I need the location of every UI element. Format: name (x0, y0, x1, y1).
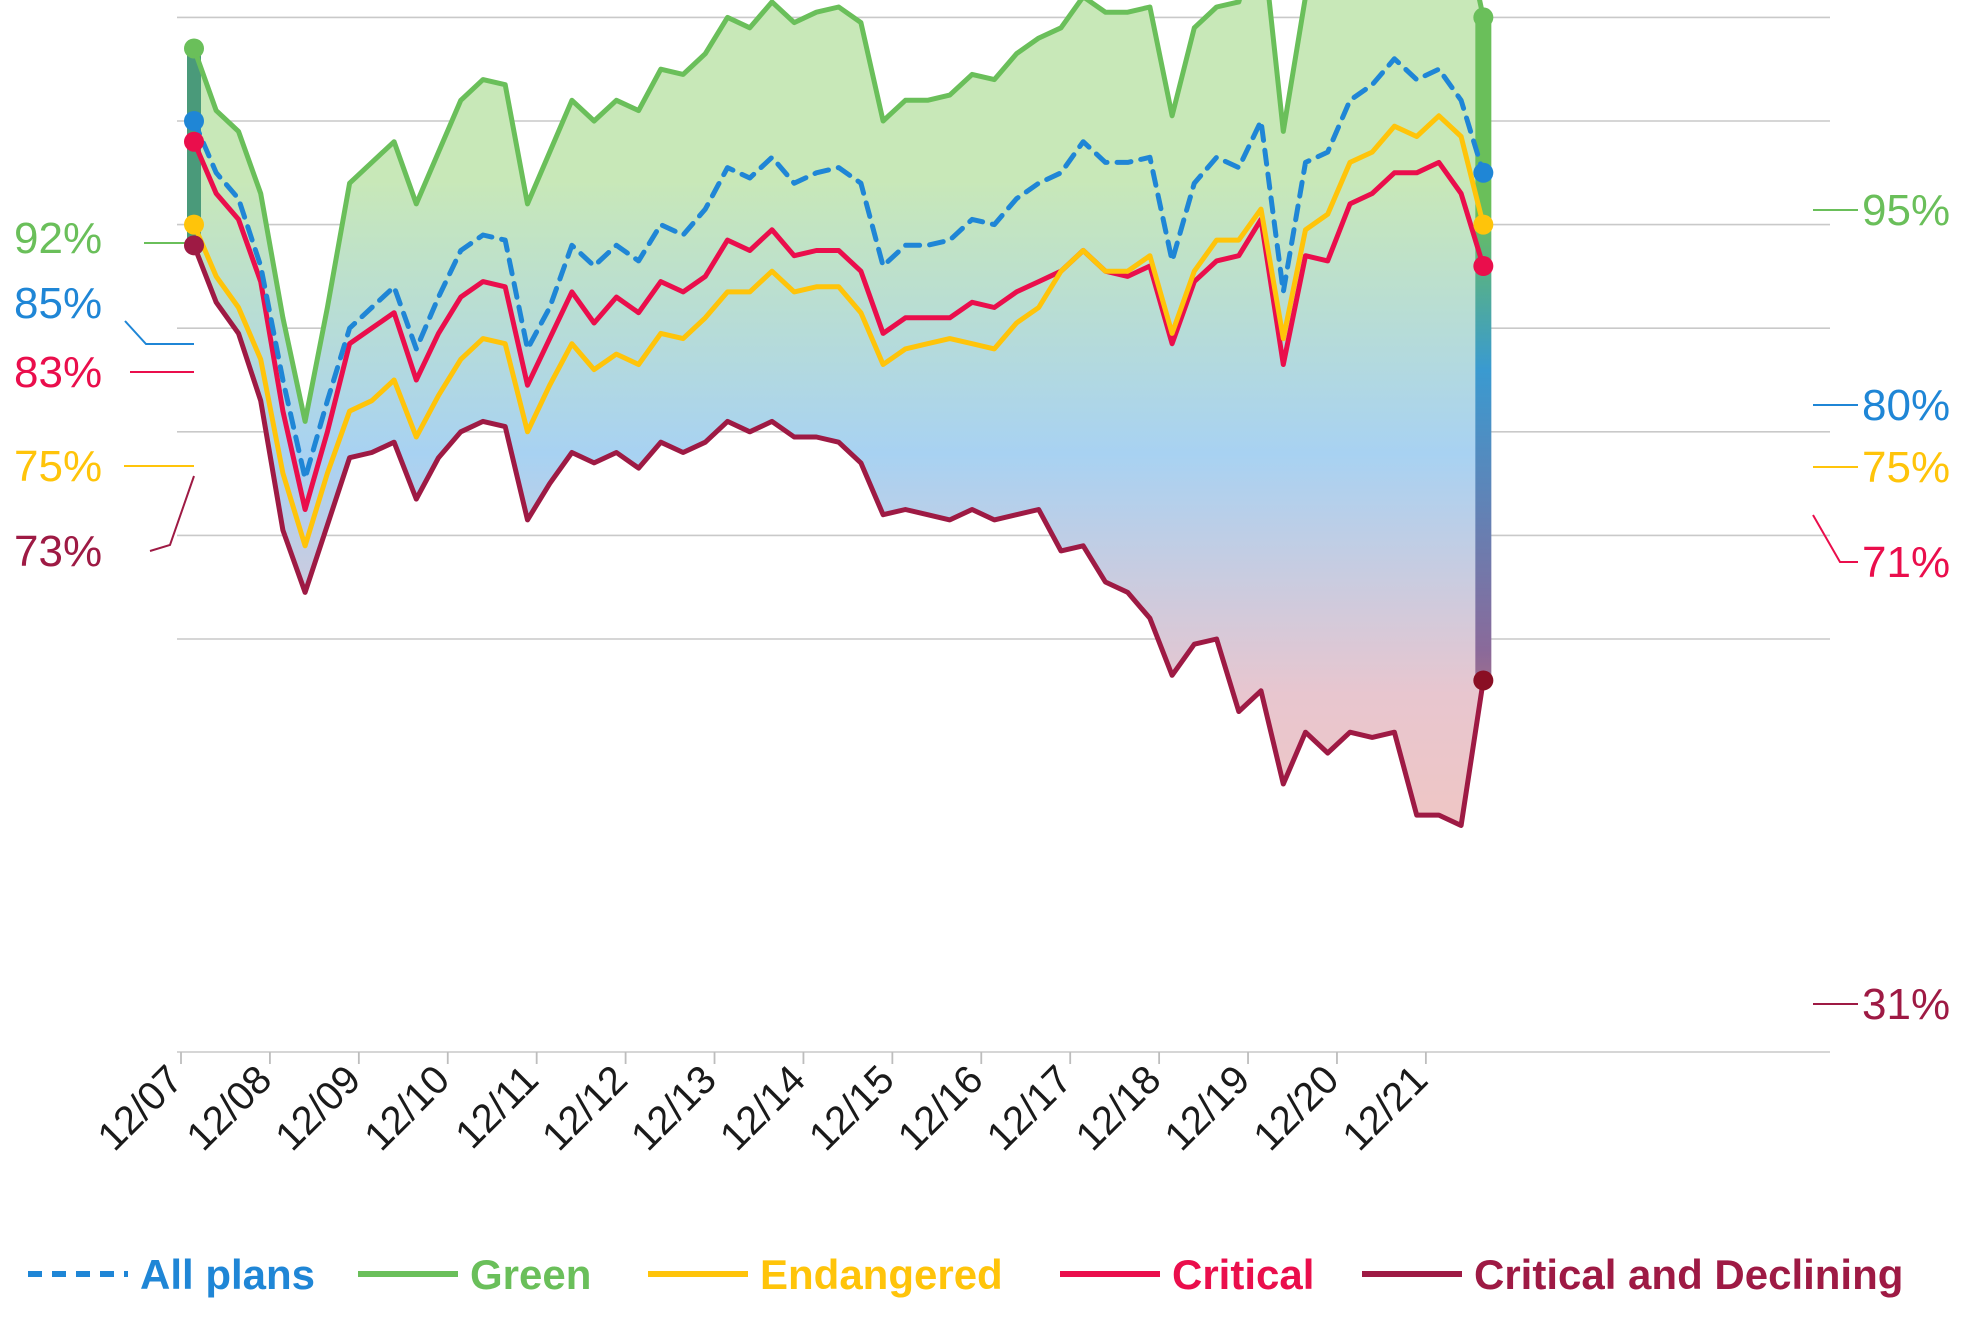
start-label-critical-and-declining: 73% (14, 527, 102, 576)
end-range-bar (1475, 17, 1492, 681)
start-marker-endangered (184, 214, 204, 235)
x-tick-label: 12/16 (890, 1057, 992, 1159)
x-axis: 12/0712/0812/0912/1012/1112/1212/1312/14… (89, 1051, 1830, 1159)
end-label-endangered: 75% (1862, 443, 1950, 492)
start-label-green: 92% (14, 214, 102, 263)
start-label-all-plans: 85% (14, 279, 102, 328)
legend-label-critical: Critical (1172, 1251, 1314, 1298)
start-leader-critical-and-declining (149, 475, 195, 552)
x-tick-label: 12/18 (1068, 1057, 1170, 1159)
end-label-critical-and-declining: 31% (1862, 980, 1950, 1029)
x-tick-label: 12/10 (356, 1057, 458, 1159)
legend-label-all-plans: All plans (140, 1251, 315, 1298)
end-marker-endangered (1473, 214, 1494, 235)
end-label-green: 95% (1862, 186, 1950, 235)
legend-label-critical-and-declining: Critical and Declining (1474, 1251, 1903, 1298)
x-tick-label: 12/19 (1157, 1057, 1259, 1159)
start-marker-critical (184, 131, 204, 152)
range-area (187, 0, 1492, 826)
x-tick-label: 12/09 (267, 1057, 369, 1159)
x-tick-label: 12/14 (712, 1057, 814, 1159)
x-tick-label: 12/11 (447, 1057, 547, 1157)
x-tick-label: 12/12 (534, 1057, 636, 1159)
start-label-endangered: 75% (14, 442, 102, 491)
end-label-all-plans: 80% (1862, 381, 1950, 430)
end-label-critical: 71% (1862, 538, 1950, 587)
end-marker-green (1473, 7, 1494, 28)
x-tick-label: 12/21 (1334, 1057, 1436, 1159)
series-lines (191, 0, 1486, 828)
series-line-endangered (191, 113, 1486, 549)
range-band (194, 0, 1484, 826)
x-tick-label: 12/08 (178, 1057, 280, 1159)
start-marker-all-plans (184, 111, 204, 131)
series-line-green (191, 0, 1486, 424)
end-marker-critical-and-declining (1473, 670, 1494, 691)
start-marker-critical-and-declining (184, 235, 204, 256)
legend-label-endangered: Endangered (760, 1251, 1003, 1298)
series-line-critical-and-declining (191, 242, 1486, 828)
start-leader-all-plans (124, 320, 194, 345)
x-tick-label: 12/20 (1245, 1057, 1347, 1159)
value-labels: 92% 95% 85% 80% 75% 75% 83% 71% 73% 31% (14, 7, 1950, 1029)
start-marker-green (184, 38, 204, 59)
legend-label-green: Green (470, 1251, 591, 1298)
x-tick-label: 12/13 (623, 1057, 725, 1159)
x-tick-label: 12/07 (89, 1057, 191, 1159)
series-line-critical (191, 139, 1486, 512)
end-marker-all-plans (1473, 162, 1494, 183)
end-leader-critical (1812, 514, 1858, 563)
legend: All plans Green Endangered Critical Critical… (28, 1251, 1903, 1298)
x-tick-label: 12/15 (801, 1057, 903, 1159)
series-line-all-plans (191, 56, 1486, 481)
x-tick-label: 12/17 (979, 1057, 1081, 1159)
start-label-critical: 83% (14, 348, 102, 397)
end-marker-critical (1473, 256, 1494, 277)
